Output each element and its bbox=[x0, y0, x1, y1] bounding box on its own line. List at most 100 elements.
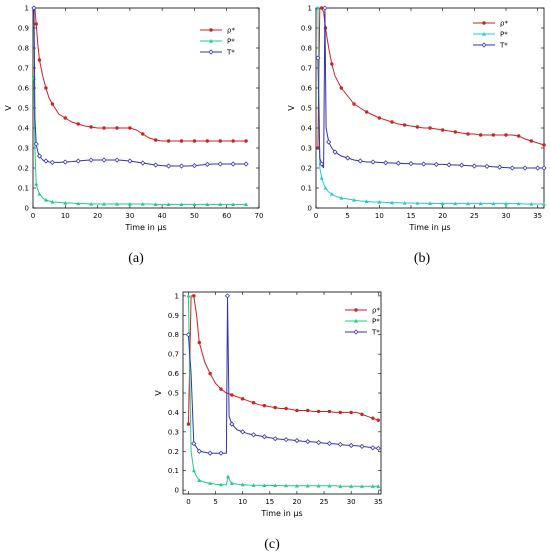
data-point bbox=[204, 161, 210, 167]
series-line bbox=[187, 295, 379, 454]
x-tick-label: 25 bbox=[320, 498, 329, 506]
data-point bbox=[224, 293, 231, 299]
x-tick-label: 5 bbox=[213, 498, 217, 506]
data-point bbox=[541, 165, 547, 171]
data-point bbox=[339, 196, 344, 200]
y-axis-label: V bbox=[287, 105, 296, 111]
y-tick-label: 0.5 bbox=[301, 105, 312, 113]
plot-frame bbox=[182, 291, 382, 495]
data-point bbox=[352, 198, 356, 202]
data-point bbox=[251, 401, 256, 405]
data-point bbox=[186, 422, 191, 426]
data-point bbox=[478, 133, 483, 137]
data-point bbox=[262, 403, 267, 408]
data-point bbox=[250, 432, 257, 438]
data-point bbox=[153, 162, 159, 168]
data-point bbox=[370, 159, 376, 165]
y-tick-label: 1 bbox=[308, 5, 312, 13]
y-tick-label: 0 bbox=[308, 205, 312, 213]
data-point bbox=[218, 202, 223, 206]
data-point bbox=[329, 192, 334, 196]
y-tick-label: 0.2 bbox=[301, 165, 312, 173]
data-point bbox=[428, 126, 432, 130]
series-3 bbox=[185, 293, 381, 456]
legend-swatch-marker bbox=[208, 49, 214, 55]
legend: ρ* P* T* bbox=[200, 27, 235, 57]
data-point bbox=[89, 125, 93, 129]
x-tick-label: 20 bbox=[93, 212, 102, 220]
data-point bbox=[37, 192, 42, 196]
x-tick-label: 15 bbox=[265, 498, 274, 506]
data-point bbox=[402, 201, 407, 205]
data-point bbox=[284, 406, 288, 411]
legend: ρ* P* T* bbox=[345, 307, 380, 337]
series-2 bbox=[186, 293, 381, 488]
data-point bbox=[273, 483, 278, 488]
data-point bbox=[240, 482, 245, 487]
data-point bbox=[179, 139, 184, 143]
data-point bbox=[240, 429, 246, 435]
y-tick-label: 0.9 bbox=[18, 25, 29, 33]
data-point bbox=[218, 139, 222, 143]
data-point bbox=[516, 134, 521, 138]
data-point bbox=[196, 448, 202, 454]
data-point bbox=[50, 102, 55, 106]
data-point bbox=[360, 412, 364, 417]
data-point bbox=[31, 76, 36, 80]
data-point bbox=[316, 439, 322, 446]
data-point bbox=[76, 201, 81, 206]
data-point bbox=[229, 421, 235, 427]
data-point bbox=[516, 201, 521, 206]
data-point bbox=[491, 133, 496, 137]
data-point bbox=[34, 22, 38, 26]
legend-swatch-marker bbox=[209, 39, 213, 43]
data-point bbox=[316, 409, 321, 414]
data-point bbox=[359, 443, 365, 449]
data-point bbox=[305, 483, 310, 488]
y-tick-label: 0.8 bbox=[168, 331, 179, 339]
panel-label: (c) bbox=[264, 537, 280, 552]
legend-entry: P* bbox=[227, 38, 235, 46]
data-point bbox=[31, 5, 37, 11]
data-point bbox=[319, 176, 324, 180]
data-point bbox=[218, 450, 224, 456]
data-point bbox=[229, 481, 234, 485]
data-point bbox=[440, 128, 445, 132]
x-tick-label: 35 bbox=[533, 212, 542, 220]
chart-panel-a: 0 10 20 30 40 50 60 70 0 0.1 0.2 0.3 0.4 0.5 0.6 0.7 0.8… bbox=[4, 5, 263, 267]
data-point bbox=[191, 440, 197, 447]
data-point bbox=[478, 201, 483, 206]
data-point bbox=[433, 161, 439, 167]
legend-entry: T* bbox=[226, 49, 235, 57]
data-point bbox=[102, 126, 106, 130]
data-point bbox=[153, 202, 158, 206]
y-tick-label: 0.2 bbox=[18, 165, 29, 173]
data-point bbox=[453, 201, 458, 206]
data-point bbox=[375, 445, 381, 451]
data-point bbox=[33, 141, 39, 147]
data-point bbox=[360, 484, 365, 488]
data-point bbox=[294, 438, 300, 444]
data-point bbox=[191, 163, 197, 169]
plot-frame bbox=[32, 7, 260, 209]
data-point bbox=[178, 163, 185, 169]
data-point bbox=[421, 161, 427, 167]
data-point bbox=[262, 483, 267, 488]
data-point bbox=[192, 202, 197, 206]
data-point bbox=[459, 162, 465, 168]
y-tick-label: 0.3 bbox=[301, 145, 312, 153]
y-tick-label: 0.7 bbox=[18, 65, 29, 73]
data-point bbox=[76, 122, 80, 126]
y-tick-label: 0.4 bbox=[168, 409, 180, 417]
series-line bbox=[34, 7, 247, 142]
data-point bbox=[37, 58, 42, 62]
x-tick-label: 30 bbox=[502, 212, 511, 220]
data-point bbox=[364, 199, 369, 203]
legend-entry: ρ* bbox=[372, 307, 380, 315]
data-point bbox=[284, 483, 289, 488]
data-point bbox=[140, 160, 146, 166]
data-point bbox=[408, 161, 414, 167]
data-point bbox=[141, 132, 145, 136]
data-point bbox=[166, 202, 171, 206]
